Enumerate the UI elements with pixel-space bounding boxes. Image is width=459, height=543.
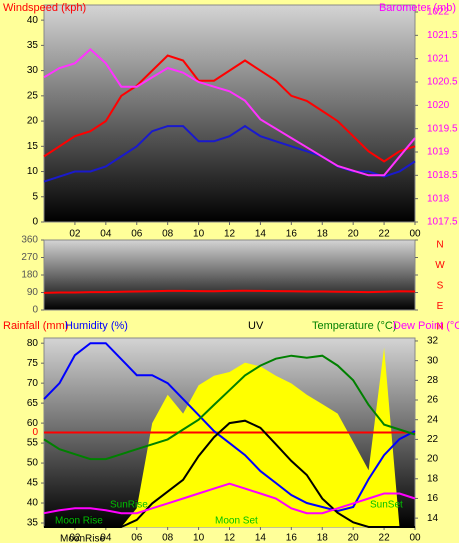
x-tick-label: 00 [409, 533, 421, 543]
legend-entry: Dew Point (°C) [393, 320, 459, 332]
x-tick-label: 02 [69, 229, 81, 240]
y2-tick-label: E [437, 301, 444, 312]
wind-axis-label: Windspeed (kph) [3, 2, 86, 14]
y2-tick-label: 1020.5 [427, 77, 458, 88]
y-tick-label: 180 [21, 270, 38, 281]
y2-tick-label: 26 [427, 395, 439, 406]
y-tick-label: 0 [32, 217, 38, 228]
x-tick-label: 10 [193, 533, 205, 543]
x-tick-label: 20 [348, 229, 360, 240]
y-tick-label: 30 [27, 65, 39, 76]
x-tick-label: 04 [100, 533, 112, 543]
y2-tick-label: 16 [427, 493, 439, 504]
x-tick-label: 18 [317, 533, 329, 543]
y-tick-label: 5 [32, 191, 38, 202]
y2-tick-label: 28 [427, 375, 439, 386]
line [43, 289, 416, 294]
y-tick-label: 40 [27, 498, 39, 509]
x-tick-label: 14 [255, 533, 267, 543]
y-tick-label: 360 [21, 235, 38, 246]
y2-tick-label: 18 [427, 473, 439, 484]
x-tick-label: 20 [348, 533, 360, 543]
x-tick-label: 00 [409, 229, 421, 240]
x-tick-label: 16 [286, 533, 298, 543]
y-tick-label: 20 [27, 116, 39, 127]
y2-tick-label: 1022 [427, 7, 450, 18]
x-tick-label: 06 [131, 533, 143, 543]
y2-tick-label: 1021.5 [427, 30, 458, 41]
y2-tick-label: 1018 [427, 193, 450, 204]
annotation: SunSet [370, 500, 403, 511]
y-tick-label: 15 [27, 141, 39, 152]
y2-tick-label: N [436, 322, 443, 333]
baro-axis-label: Barometer (mb) [379, 2, 456, 14]
y2-tick-label: 1021 [427, 53, 450, 64]
line [43, 354, 416, 461]
y-tick-label: 40 [27, 15, 39, 26]
y2-tick-label: 30 [427, 355, 439, 366]
x-tick-label: 22 [379, 229, 391, 240]
x-tick-label: 08 [162, 533, 174, 543]
x-tick-label: 06 [131, 229, 143, 240]
y2-tick-label: 1020 [427, 100, 450, 111]
x-tick-label: 04 [100, 229, 112, 240]
y2-tick-label: N [436, 240, 443, 251]
x-tick-label: 10 [193, 229, 205, 240]
y-tick-label: 75 [27, 358, 39, 369]
area [44, 347, 415, 527]
x-tick-label: 14 [255, 229, 267, 240]
y-tick-label: 80 [27, 338, 39, 349]
line [43, 47, 416, 177]
annotation: Moon Rise [55, 516, 103, 527]
y2-tick-label: 22 [427, 434, 439, 445]
x-tick-label: 08 [162, 229, 174, 240]
x-tick-label: 16 [286, 229, 298, 240]
y-tick-label: 10 [27, 166, 39, 177]
legend-entry: Rainfall (mm) [3, 320, 68, 332]
y2-tick-label: 14 [427, 513, 439, 524]
y-tick-label: 270 [21, 252, 38, 263]
x-tick-label: 22 [379, 533, 391, 543]
y-tick-label: 55 [27, 438, 39, 449]
annotation: SunRise [110, 500, 148, 511]
y2-tick-label: W [435, 260, 445, 271]
line [43, 342, 416, 513]
legend-entry: Humidity (%) [65, 320, 128, 332]
y-tick-label: 0 [32, 305, 38, 316]
x-tick-label: 18 [317, 229, 329, 240]
y2-tick-label: 1019 [427, 147, 450, 158]
y-tick-label: 35 [27, 40, 39, 51]
direction-plot-area [43, 239, 416, 311]
y2-tick-label: 24 [427, 414, 439, 425]
legend-entry: Temperature (°C) [312, 320, 396, 332]
y-tick-label: 90 [27, 287, 39, 298]
y-tick-label: 35 [27, 518, 39, 529]
y2-tick-label: 20 [427, 454, 439, 465]
y-tick-label: 25 [27, 90, 39, 101]
x-tick-label: 12 [224, 533, 236, 543]
rain-tick-label: 0 [32, 427, 38, 438]
y-tick-label: 50 [27, 458, 39, 469]
x-tick-label: 02 [69, 533, 81, 543]
y-tick-label: 45 [27, 478, 39, 489]
y-tick-label: 65 [27, 398, 39, 409]
x-tick-label: 12 [224, 229, 236, 240]
y2-tick-label: 1018.5 [427, 170, 458, 181]
y2-tick-label: 1017.5 [427, 217, 458, 228]
annotation: Moon Set [215, 516, 258, 527]
y2-tick-label: S [437, 281, 444, 292]
y-tick-label: 60 [27, 418, 39, 429]
legend-entry: UV [248, 320, 264, 332]
line [44, 419, 415, 528]
line [43, 482, 416, 515]
line [43, 54, 416, 163]
y2-tick-label: 32 [427, 336, 439, 347]
annotation: MoonRise [60, 534, 105, 543]
y2-tick-label: 1019.5 [427, 123, 458, 134]
wind-plot-area [43, 4, 416, 223]
y-tick-label: 70 [27, 378, 39, 389]
